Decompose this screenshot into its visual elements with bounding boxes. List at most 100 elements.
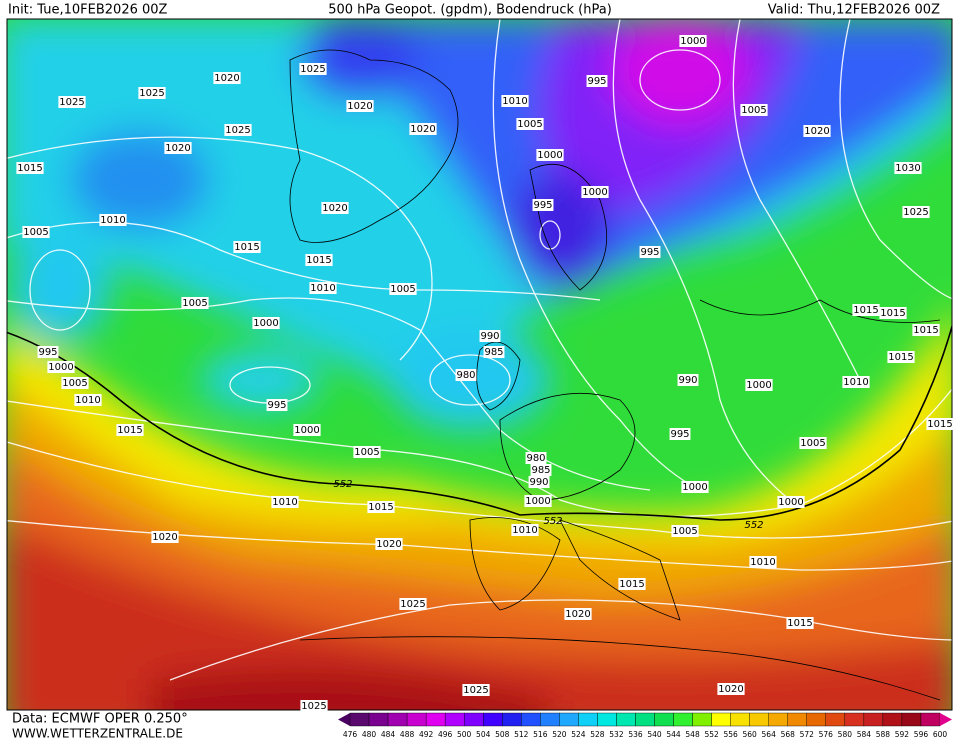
colorbar-box — [425, 712, 446, 727]
isobar-label: 1020 — [410, 124, 435, 135]
colorbar-label: 576 — [819, 730, 834, 739]
label-box — [799, 437, 827, 449]
isobar-label: 1005 — [672, 526, 697, 537]
colorbar-label: 516 — [533, 730, 548, 739]
isobar-label: 980 — [526, 453, 545, 464]
label-box — [894, 162, 922, 174]
label-box — [842, 376, 870, 388]
isobar-label: 995 — [670, 429, 689, 440]
isobar-label: 995 — [587, 76, 606, 87]
colorbar-box — [673, 712, 693, 727]
colorbar-label: 572 — [800, 730, 815, 739]
isobar-label: 1025 — [463, 685, 488, 696]
isobar-label: 1015 — [853, 305, 878, 316]
colorbar-label: 536 — [628, 730, 643, 739]
label-box — [299, 63, 327, 75]
colorbar-label: 556 — [723, 730, 738, 739]
isobar-label: 1000 — [682, 482, 707, 493]
colorbar-arrow — [940, 713, 952, 726]
label-box — [353, 446, 381, 458]
isobar-label: 1010 — [512, 525, 537, 536]
label-box — [887, 351, 915, 363]
colorbar-box — [521, 712, 541, 727]
colorbar-label: 484 — [381, 730, 396, 739]
colorbar-box — [806, 712, 827, 727]
label-box — [879, 307, 907, 319]
colorbar-box — [502, 712, 522, 727]
colorbar-box — [920, 712, 941, 727]
colorbar: 476 480 484 488 492 496 500 504 508 512 516 520 524 5… — [338, 712, 952, 739]
isobar-label: 1015 — [17, 163, 42, 174]
isobar-label: 1005 — [741, 105, 766, 116]
isobar-label: 1025 — [400, 599, 425, 610]
label-box — [671, 525, 699, 537]
colorbar-label: 496 — [438, 730, 453, 739]
isobar-label: 990 — [529, 477, 548, 488]
colorbar-box — [730, 712, 750, 727]
isobar-label: 1020 — [165, 143, 190, 154]
label-box — [511, 524, 539, 536]
colorbar-label: 544 — [666, 730, 681, 739]
isobar-label: 1005 — [182, 298, 207, 309]
isobar-label: 1015 — [368, 502, 393, 513]
label-box — [530, 464, 552, 476]
isobar-label: 1020 — [347, 101, 372, 112]
isobar-label: 1020 — [322, 203, 347, 214]
colorbar-box — [825, 712, 846, 727]
label-box — [116, 424, 144, 436]
label-box — [717, 683, 745, 695]
isobar-label: 1015 — [619, 579, 644, 590]
isobar-label: 1020 — [214, 73, 239, 84]
colorbar-label: 512 — [514, 730, 529, 739]
label-box — [61, 377, 89, 389]
init-time: Init: Tue,10FEB2026 00Z — [8, 3, 168, 18]
isobar-label: 1015 — [913, 325, 938, 336]
isobar-label: 995 — [267, 400, 286, 411]
colorbar-box — [387, 712, 408, 727]
label-box — [213, 72, 241, 84]
isobar-label: 1020 — [152, 532, 177, 543]
label-box — [293, 424, 321, 436]
label-box — [409, 123, 437, 135]
colorbar-label: 596 — [914, 730, 929, 739]
isobar-label: 1000 — [582, 187, 607, 198]
label-box — [483, 346, 505, 358]
colorbar-label: 488 — [400, 730, 415, 739]
isobar-label: 1015 — [234, 242, 259, 253]
isobar-label: 980 — [456, 370, 475, 381]
label-box — [524, 495, 552, 507]
isobar-labels: 1020 1025 1025 1025 1020 1025 1020 1020 1015 1010… — [16, 35, 954, 712]
colorbar-box — [540, 712, 560, 727]
colorbar-label: 580 — [838, 730, 853, 739]
label-box — [501, 95, 529, 107]
isobar-label: 1015 — [888, 352, 913, 363]
colorbar-label: 480 — [362, 730, 377, 739]
isobar-label: 1030 — [895, 163, 920, 174]
isobar-label: 1020 — [718, 684, 743, 695]
label-box — [516, 118, 544, 130]
colorbar-box — [749, 712, 769, 727]
isobar-label: 995 — [38, 347, 57, 358]
colorbar-label: 588 — [876, 730, 891, 739]
colorbar-box — [692, 712, 712, 727]
colorbar-label: 532 — [609, 730, 624, 739]
label-box — [252, 317, 280, 329]
isobar-label: 1025 — [225, 125, 250, 136]
isobar-label: 1020 — [804, 126, 829, 137]
colorbar-label: 552 — [704, 730, 719, 739]
isobar-label: 995 — [533, 200, 552, 211]
colorbar-box — [711, 712, 731, 727]
isobar-label: 1000 — [537, 150, 562, 161]
label-box — [618, 578, 646, 590]
label-box — [479, 330, 501, 342]
colorbar-label: 504 — [476, 730, 491, 739]
isobar-label: 1015 — [927, 419, 952, 430]
colorbar-box — [787, 712, 807, 727]
label-box — [786, 617, 814, 629]
colorbar-box — [901, 712, 922, 727]
map-title: 500 hPa Geopot. (gpdm), Bodendruck (hPa) — [328, 3, 612, 18]
colorbar-label: 500 — [457, 730, 472, 739]
label-box — [16, 162, 44, 174]
label-box — [912, 324, 940, 336]
